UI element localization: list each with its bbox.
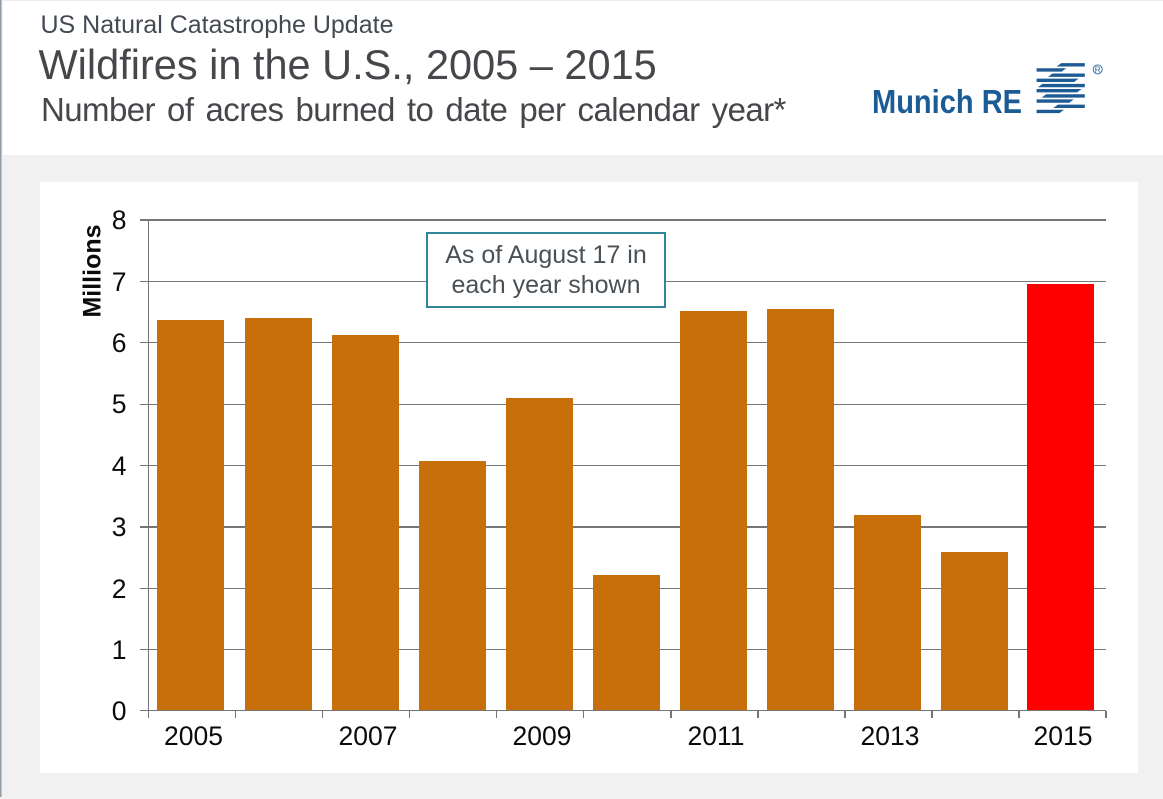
svg-text:R: R [1095, 65, 1101, 74]
